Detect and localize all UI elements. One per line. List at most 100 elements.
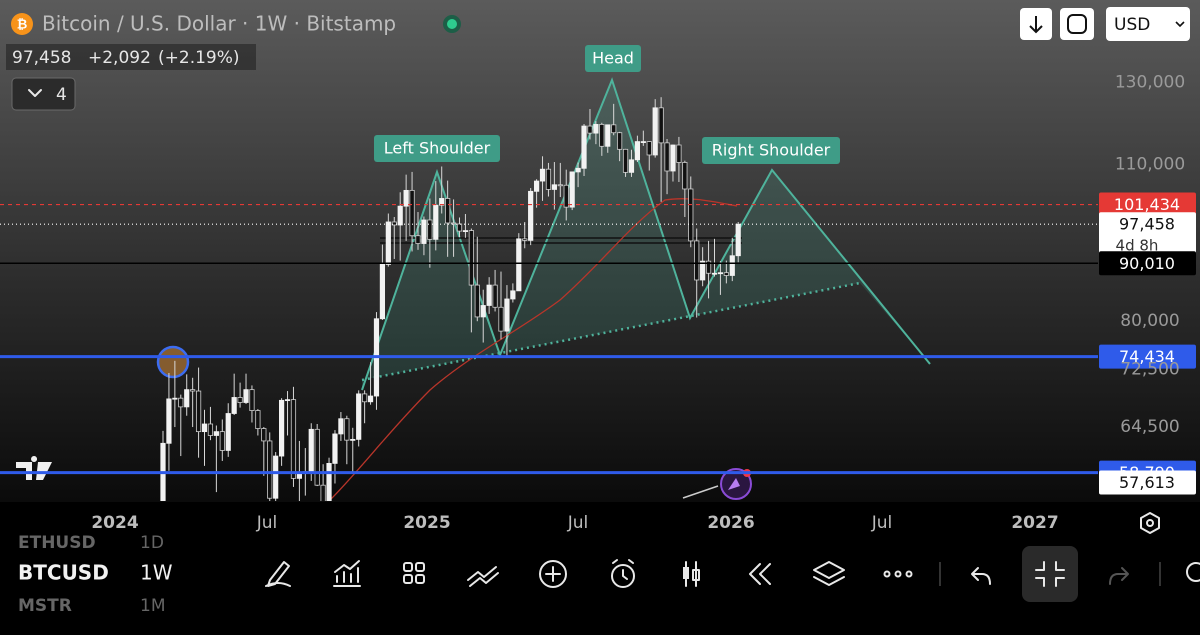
candle-body [717, 272, 724, 275]
candle-body [166, 398, 172, 444]
candle-body [480, 305, 486, 318]
candle-body [273, 455, 279, 499]
add-tool[interactable] [539, 560, 567, 588]
settings-button[interactable] [1140, 512, 1160, 534]
more-tool[interactable] [883, 570, 913, 578]
candle-body [255, 410, 261, 429]
candle-body [249, 389, 255, 411]
candle-body [231, 397, 237, 414]
draw-tool[interactable] [265, 561, 291, 587]
candle-body [528, 190, 534, 241]
pattern-outline [361, 77, 931, 391]
candle-body [611, 124, 617, 134]
annotation: Head [592, 49, 634, 68]
bitcoin-glyph: ₿ [17, 18, 28, 33]
candle-body [545, 168, 552, 190]
plot-area [329, 77, 931, 501]
candle-body [533, 180, 540, 192]
candle-body [700, 260, 706, 281]
indicators-tool[interactable] [333, 560, 361, 587]
layout-tool[interactable] [403, 562, 425, 584]
candle-body [261, 428, 267, 442]
compare-tool[interactable] [467, 566, 499, 587]
price-lines [0, 203, 1098, 475]
annotation: Right Shoulder [712, 141, 831, 160]
replay-tool[interactable] [749, 563, 771, 585]
candle-body [397, 205, 403, 226]
candle-body [581, 125, 587, 169]
price-badge-label: 101,434 [1114, 195, 1180, 214]
candle-body [504, 298, 510, 332]
y-tick-label: 80,000 [1120, 311, 1179, 331]
candle-body [433, 204, 439, 240]
candle-body [243, 389, 249, 403]
watch-prev[interactable]: ETHUSD [18, 533, 96, 553]
y-tick-label: 130,000 [1115, 73, 1185, 93]
candle-body [391, 221, 397, 226]
layers-tool[interactable] [813, 561, 845, 586]
indicator-count: 4 [56, 85, 67, 105]
rocket-icon[interactable] [682, 468, 752, 500]
candle-body [539, 168, 546, 182]
indicator-toggle[interactable]: 4 [11, 77, 76, 111]
watch-prev-interval: 1D [140, 533, 164, 553]
price-badge-label: 90,010 [1119, 254, 1175, 273]
alert-tool[interactable] [611, 559, 635, 588]
candle-body [178, 397, 184, 408]
candle-body [646, 141, 652, 156]
candle-body [320, 484, 326, 501]
download-button[interactable] [1020, 8, 1052, 40]
candle-body [237, 397, 243, 403]
candle-body [308, 428, 314, 473]
x-tick-label: 2027 [1011, 513, 1058, 533]
undo-button[interactable] [971, 567, 991, 585]
candle-body [605, 124, 611, 147]
countdown: 4d 8h [1116, 237, 1159, 255]
candle-body [486, 284, 492, 306]
candle-body [569, 171, 575, 208]
candle-body [344, 418, 350, 441]
candle-body [190, 389, 196, 392]
candle-body [729, 255, 735, 276]
candle-body [195, 390, 202, 433]
candle-body [522, 238, 528, 241]
candle-body [409, 189, 415, 237]
collapse-button[interactable] [1022, 546, 1078, 602]
candle-body [201, 423, 208, 433]
candle-tool[interactable] [683, 561, 700, 587]
candle-body [705, 260, 712, 274]
x-tick-label: 2025 [403, 513, 450, 533]
candle-body [622, 148, 629, 173]
candle-body [634, 141, 641, 161]
price-badge-label: 74,434 [1119, 347, 1175, 366]
right-shoulder-label: Right Shoulder [702, 137, 840, 164]
candle-body [468, 230, 474, 286]
currency-select[interactable]: USD [1106, 7, 1190, 41]
candle-body [421, 219, 427, 244]
price: 97,458 [12, 48, 71, 68]
candle-body [207, 423, 214, 436]
candle-body [367, 395, 374, 403]
price-badge-label: 57,613 [1119, 473, 1175, 492]
watch-current[interactable]: BTCUSD [18, 561, 109, 585]
candle-body [516, 238, 522, 292]
price-badge [1099, 344, 1196, 369]
candle-body [267, 440, 273, 499]
candle-body [439, 198, 445, 206]
x-tick-label: 2026 [707, 513, 754, 533]
symbol-title: Bitcoin / U.S. Dollar · 1W · Bitstamp [42, 12, 396, 36]
assistant-button[interactable] [1186, 562, 1200, 582]
change-percent: (+2.19%) [158, 48, 240, 68]
redo-button[interactable] [1109, 567, 1129, 585]
fullscreen-button[interactable] [1060, 8, 1094, 40]
candle-body [575, 167, 581, 173]
watch-next[interactable]: MSTR [18, 596, 72, 616]
candle-body [557, 184, 563, 187]
y-tick-label: 64,500 [1120, 417, 1179, 437]
candle-body [723, 272, 729, 276]
candle-body [652, 107, 658, 156]
candle-body [172, 397, 178, 400]
y-tick-label: 72,500 [1120, 360, 1179, 380]
candle-body [628, 159, 635, 173]
